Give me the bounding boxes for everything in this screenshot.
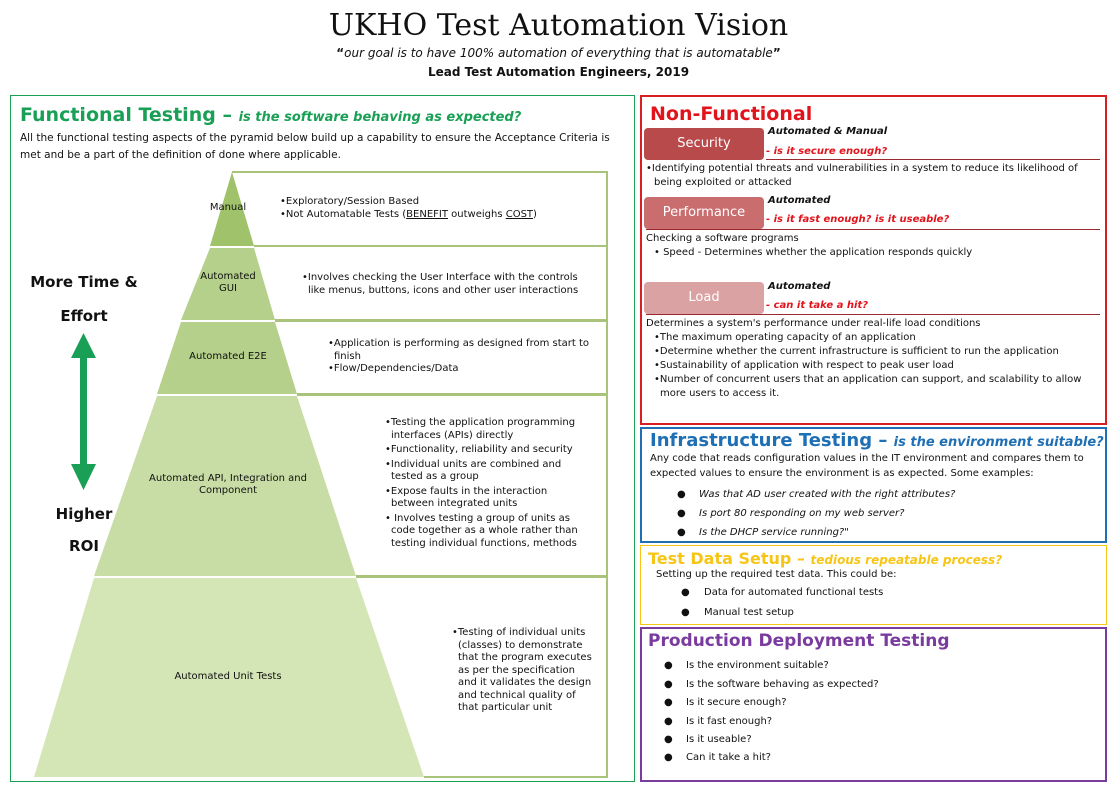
production-deployment-title: Production Deployment Testing — [648, 631, 950, 651]
bullet-icon: ● — [664, 679, 673, 690]
higher-roi-label: Higher ROI — [55, 505, 113, 555]
load-mode: Automated — [768, 281, 831, 292]
tier-label-unit: Automated Unit Tests — [174, 671, 282, 682]
infrastructure-testing-question: is the environment suitable? — [893, 435, 1104, 450]
production-item: Is it fast enough? — [686, 716, 773, 727]
test-data-item: Data for automated functional tests — [704, 587, 884, 598]
bullet-icon: ● — [681, 607, 690, 618]
production-item: Is the software behaving as expected? — [686, 679, 879, 690]
tier-desc-api: •Testing the application programming int… — [385, 417, 578, 549]
performance-mode: Automated — [768, 195, 831, 206]
tier-desc-gui: •Involves checking the User Interface wi… — [302, 272, 579, 296]
performance-divider — [646, 229, 1100, 230]
double-arrow-icon — [71, 333, 96, 490]
infrastructure-testing-title: Infrastructure Testing – is the environm… — [650, 430, 1104, 451]
pyramid-brackets — [232, 171, 608, 778]
more-time-effort-label: More Time & Effort — [30, 273, 138, 325]
bullet-icon: ● — [664, 697, 673, 708]
infrastructure-example: Is port 80 responding on my web server? — [699, 508, 905, 519]
tier-desc-e2e: •Application is performing as designed f… — [328, 338, 590, 374]
test-data-description: Setting up the required test data. This … — [656, 569, 897, 580]
functional-testing-description: All the functional testing aspects of th… — [20, 132, 610, 161]
tier-label-api: Automated API, Integration and Component — [149, 473, 307, 496]
non-functional-title: Non-Functional — [650, 103, 813, 125]
load-badge: Load — [644, 282, 764, 314]
security-divider — [766, 159, 1100, 160]
functional-testing-panel — [10, 95, 635, 782]
tier-unit — [34, 578, 424, 777]
tier-desc-manual: •Exploratory/Session Based •Not Automata… — [280, 196, 537, 220]
test-data-setup-question: tedious repeatable process? — [810, 553, 1003, 567]
security-description: •Identifying potential threats and vulne… — [646, 163, 1078, 188]
tier-e2e — [157, 322, 297, 394]
tier-label-e2e: Automated E2E — [189, 351, 267, 362]
production-item: Can it take a hit? — [686, 752, 771, 763]
infrastructure-testing-panel — [640, 427, 1107, 543]
infrastructure-example: Is the DHCP service running?" — [699, 527, 849, 538]
bullet-icon: ● — [664, 734, 673, 745]
performance-badge: Performance — [644, 197, 764, 229]
production-item: Is it useable? — [686, 734, 752, 745]
infrastructure-example: Was that AD user created with the right … — [699, 489, 956, 500]
quote-author: Lead Test Automation Engineers, 2019 — [427, 65, 690, 79]
functional-testing-title: Functional Testing – is the software beh… — [20, 104, 522, 126]
bullet-icon: ● — [677, 508, 686, 519]
tier-label-manual: Manual — [209, 202, 247, 213]
infrastructure-description: Any code that reads configuration values… — [650, 453, 1084, 479]
vision-quote: “our goal is to have 100% automation of … — [336, 46, 781, 60]
load-question: - can it take a hit? — [766, 300, 869, 311]
bullet-icon: ● — [677, 489, 686, 500]
performance-question: - is it fast enough? is it useable? — [766, 214, 950, 225]
tier-api — [94, 396, 356, 576]
production-deployment-panel — [640, 627, 1107, 782]
security-mode: Automated & Manual — [768, 126, 888, 137]
performance-description: Checking a software programs • Speed - D… — [646, 233, 973, 258]
page-title: UKHO Test Automation Vision — [328, 8, 789, 43]
tier-manual — [210, 172, 254, 246]
bullet-icon: ● — [677, 527, 686, 538]
test-data-setup-title: Test Data Setup – tedious repeatable pro… — [648, 549, 1003, 568]
test-data-setup-panel — [640, 545, 1107, 625]
security-question: - is it secure enough? — [766, 146, 888, 157]
production-item: Is the environment suitable? — [686, 660, 829, 671]
bracket-unit — [356, 576, 608, 778]
load-divider — [646, 314, 1100, 315]
functional-testing-question: is the software behaving as expected? — [238, 110, 522, 125]
bullet-icon: ● — [681, 587, 690, 598]
test-data-item: Manual test setup — [704, 607, 794, 618]
production-item: Is it secure enough? — [686, 697, 787, 708]
non-functional-panel — [640, 95, 1107, 425]
tier-desc-unit: •Testing of individual units (classes) t… — [452, 627, 592, 713]
bullet-icon: ● — [664, 716, 673, 727]
security-badge: Security — [644, 128, 764, 160]
bullet-icon: ● — [664, 752, 673, 763]
load-description: Determines a system's performance under … — [646, 318, 1082, 399]
tier-gui — [181, 248, 275, 320]
bullet-icon: ● — [664, 660, 673, 671]
tier-label-gui: Automated GUI — [200, 271, 256, 294]
